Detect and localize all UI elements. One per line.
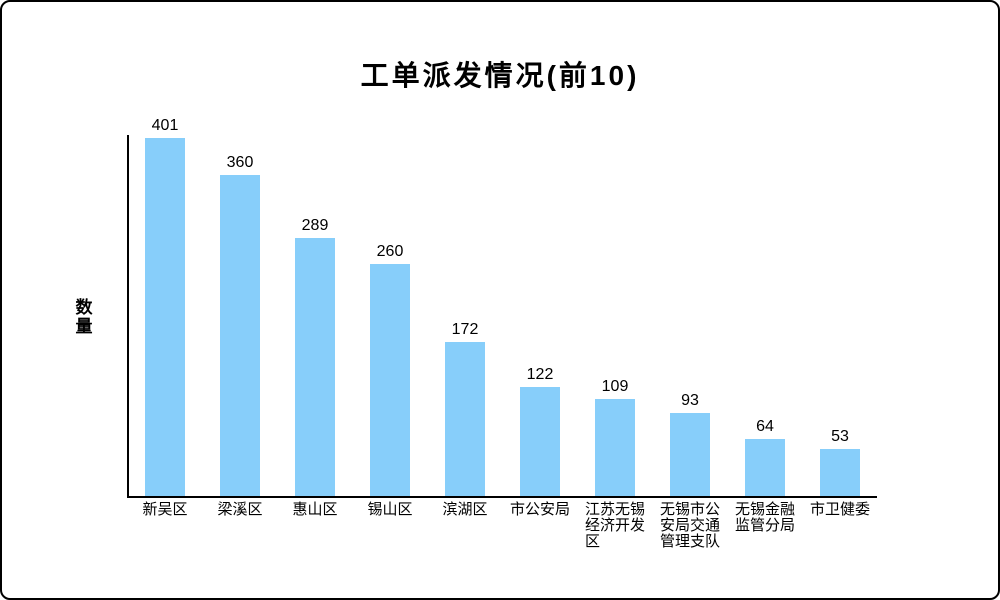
x-axis-line [127,496,877,498]
x-tick-label: 新吴区 [142,501,188,518]
bar [595,399,635,496]
x-tick-label: 惠山区 [292,501,338,518]
bar-value-label: 360 [226,154,254,171]
bar [370,264,410,496]
x-tick-label: 滨湖区 [442,501,488,518]
bar-value-label: 109 [601,378,629,395]
x-tick-label: 无锡市公 安局交通 管理支队 [659,501,721,550]
bar-value-label: 401 [151,117,179,134]
bar [670,413,710,496]
bar [445,342,485,496]
bar [520,387,560,496]
y-axis-label: 数 量 [75,298,93,336]
bar [745,439,785,496]
x-tick-label: 梁溪区 [217,501,263,518]
chart-title: 工单派发情况(前10) [360,60,640,91]
bar-value-label: 64 [756,418,774,435]
x-tick-label: 锡山区 [367,501,413,518]
bar [820,449,860,496]
bar-value-label: 93 [681,392,699,409]
bar-value-label: 122 [526,366,554,383]
x-tick-label: 无锡金融 监管分局 [734,501,796,534]
x-tick-label: 江苏无锡 经济开发 区 [584,501,646,550]
bar-value-label: 53 [831,428,849,445]
bar-value-label: 289 [301,217,329,234]
x-tick-label: 市卫健委 [809,501,871,518]
bar [145,138,185,496]
bar-value-label: 172 [451,321,479,338]
y-axis-line [127,135,129,496]
bar [220,175,260,496]
bar-value-label: 260 [376,243,404,260]
bar [295,238,335,496]
x-tick-label: 市公安局 [509,501,571,518]
